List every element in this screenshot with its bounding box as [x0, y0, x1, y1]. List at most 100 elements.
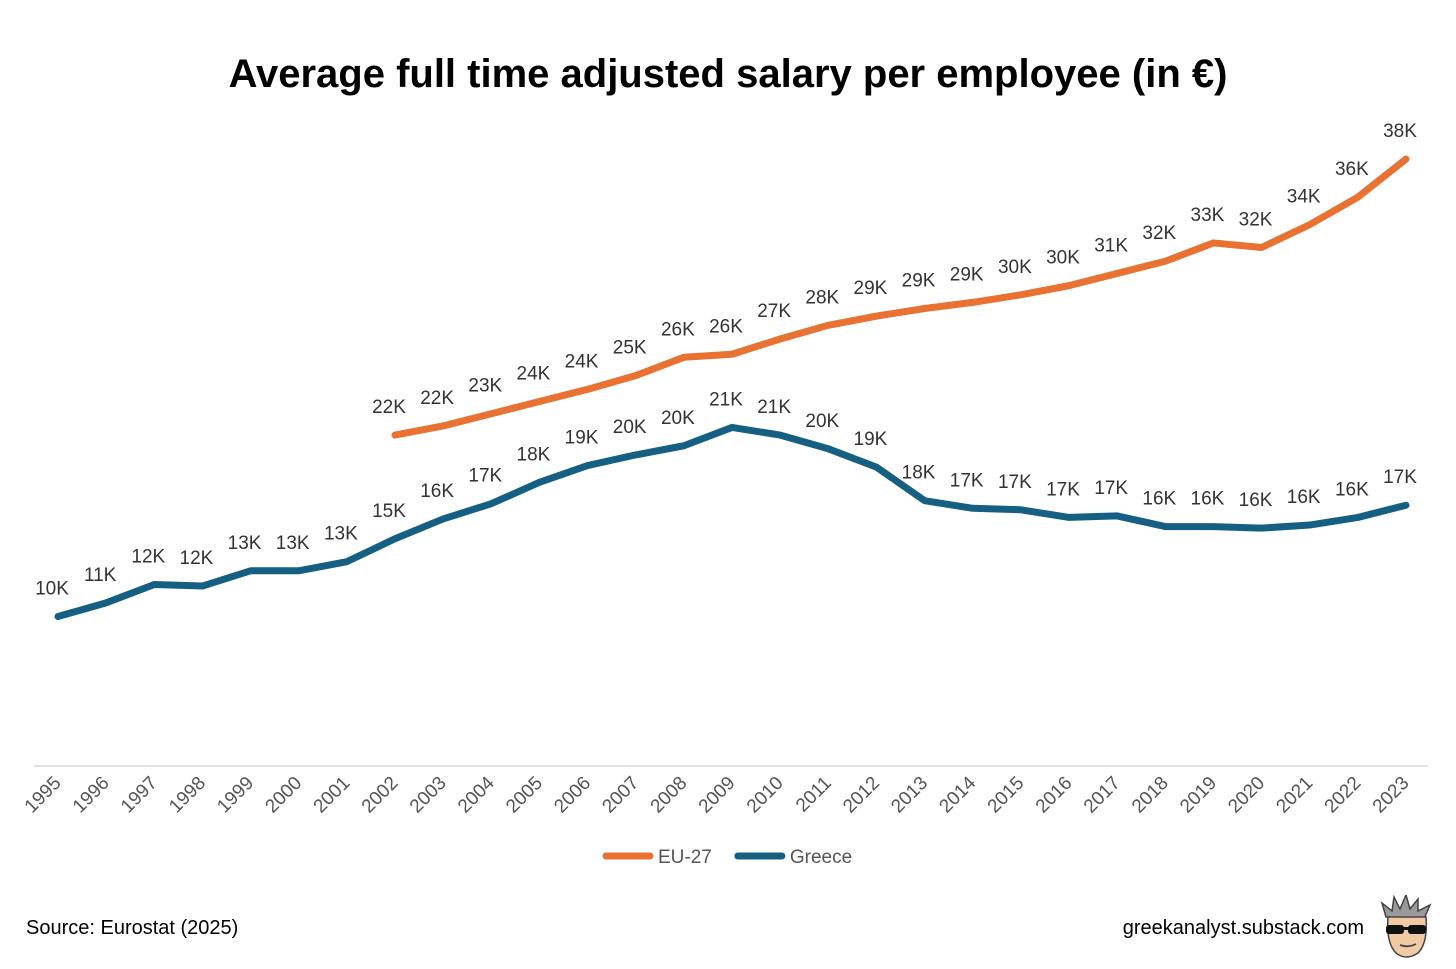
data-point [394, 537, 396, 540]
data-label: 18K [517, 444, 551, 465]
data-point [1356, 516, 1359, 519]
x-tick-label: 2016 [1032, 773, 1077, 818]
data-point [394, 434, 396, 437]
x-tick-label: 2003 [406, 773, 451, 818]
data-label: 36K [1335, 159, 1369, 180]
data-point [1164, 525, 1167, 528]
data-label: 25K [613, 338, 647, 359]
data-point [442, 517, 445, 520]
data-point [538, 400, 541, 403]
x-tick-label: 2009 [695, 773, 740, 818]
data-point [779, 338, 782, 340]
data-point [1212, 241, 1215, 244]
x-tick-label: 1995 [21, 773, 66, 818]
data-label: 31K [1094, 235, 1128, 256]
data-label: 22K [372, 397, 406, 418]
data-point [875, 315, 878, 318]
data-label: 30K [1046, 248, 1080, 269]
x-tick-label: 2007 [599, 773, 644, 818]
data-label: 28K [805, 287, 839, 308]
data-point [875, 466, 878, 469]
data-label: 32K [1142, 223, 1176, 244]
data-label: 16K [1239, 490, 1273, 511]
source-note: Source: Eurostat (2025) [26, 917, 239, 939]
x-tick-label: 2020 [1224, 773, 1269, 818]
series-line-eu-27 [391, 155, 1410, 439]
x-tick-label: 2002 [358, 773, 403, 818]
x-tick-label: 2018 [1128, 773, 1173, 818]
x-tick-label: 2011 [792, 773, 836, 817]
data-point [249, 569, 252, 572]
data-point [1260, 246, 1263, 249]
x-tick-label: 2023 [1369, 773, 1414, 818]
data-label: 17K [1383, 467, 1417, 488]
x-tick-label: 2006 [550, 773, 595, 818]
data-label: 11K [84, 565, 117, 586]
x-tick-label: 2005 [502, 773, 547, 818]
data-label: 17K [1094, 478, 1128, 499]
data-label: 29K [950, 264, 984, 285]
data-point [490, 412, 493, 415]
data-label: 30K [998, 257, 1032, 278]
x-tick-label: 1999 [213, 773, 258, 818]
data-point [634, 453, 637, 456]
chart-title: Average full time adjusted salary per em… [228, 52, 1228, 96]
x-tick-label: 2012 [839, 773, 884, 818]
series-line-greece [54, 423, 1410, 621]
data-point [923, 307, 926, 310]
data-point [201, 585, 204, 588]
data-label: 38K [1383, 121, 1417, 142]
data-point [153, 583, 156, 586]
data-point [586, 464, 589, 467]
data-point [490, 502, 493, 505]
data-point [297, 569, 300, 572]
data-point [1116, 272, 1119, 275]
data-point [1260, 527, 1263, 530]
data-label: 16K [1191, 489, 1225, 510]
x-tick-label: 2014 [936, 772, 981, 817]
data-point [1116, 514, 1119, 517]
data-label: 10K [35, 579, 69, 600]
data-point [586, 388, 589, 391]
data-label: 34K [1287, 187, 1321, 208]
x-tick-label: 2000 [262, 773, 307, 818]
data-label: 16K [1335, 479, 1369, 500]
data-point [1019, 293, 1022, 296]
x-tick-label: 2008 [647, 773, 692, 818]
data-label: 19K [854, 429, 888, 450]
data-point [1068, 284, 1070, 287]
data-label: 23K [468, 376, 502, 397]
x-tick-label: 2015 [984, 773, 1029, 818]
data-label: 20K [805, 411, 839, 432]
data-label: 17K [950, 470, 984, 491]
data-label: 24K [565, 351, 599, 372]
legend-label: EU-27 [658, 847, 712, 868]
data-label: 27K [757, 301, 791, 322]
data-point [1405, 158, 1407, 161]
data-point [1308, 223, 1311, 226]
data-label: 13K [276, 533, 310, 554]
data-point [345, 560, 348, 563]
x-tick-label: 1998 [165, 773, 210, 818]
cartoon-face-sunglasses-icon [1380, 895, 1432, 958]
x-tick-label: 2013 [887, 773, 932, 818]
data-point [105, 601, 108, 604]
data-label: 13K [324, 524, 358, 545]
data-point [538, 481, 541, 484]
data-label: 13K [228, 533, 262, 554]
data-label: 17K [998, 472, 1032, 493]
data-point [923, 499, 926, 502]
data-label: 32K [1239, 210, 1273, 231]
data-label: 21K [757, 397, 791, 418]
data-label: 24K [517, 364, 551, 385]
data-point [779, 434, 782, 437]
x-tick-label: 1996 [69, 773, 114, 818]
legend-label: Greece [790, 847, 852, 868]
data-label: 16K [420, 481, 454, 502]
data-point [1164, 260, 1167, 263]
site-credit[interactable]: greekanalyst.substack.com [1122, 917, 1364, 939]
data-label: 22K [420, 388, 454, 409]
data-label: 16K [1142, 489, 1176, 510]
x-tick-label: 2019 [1176, 773, 1221, 818]
